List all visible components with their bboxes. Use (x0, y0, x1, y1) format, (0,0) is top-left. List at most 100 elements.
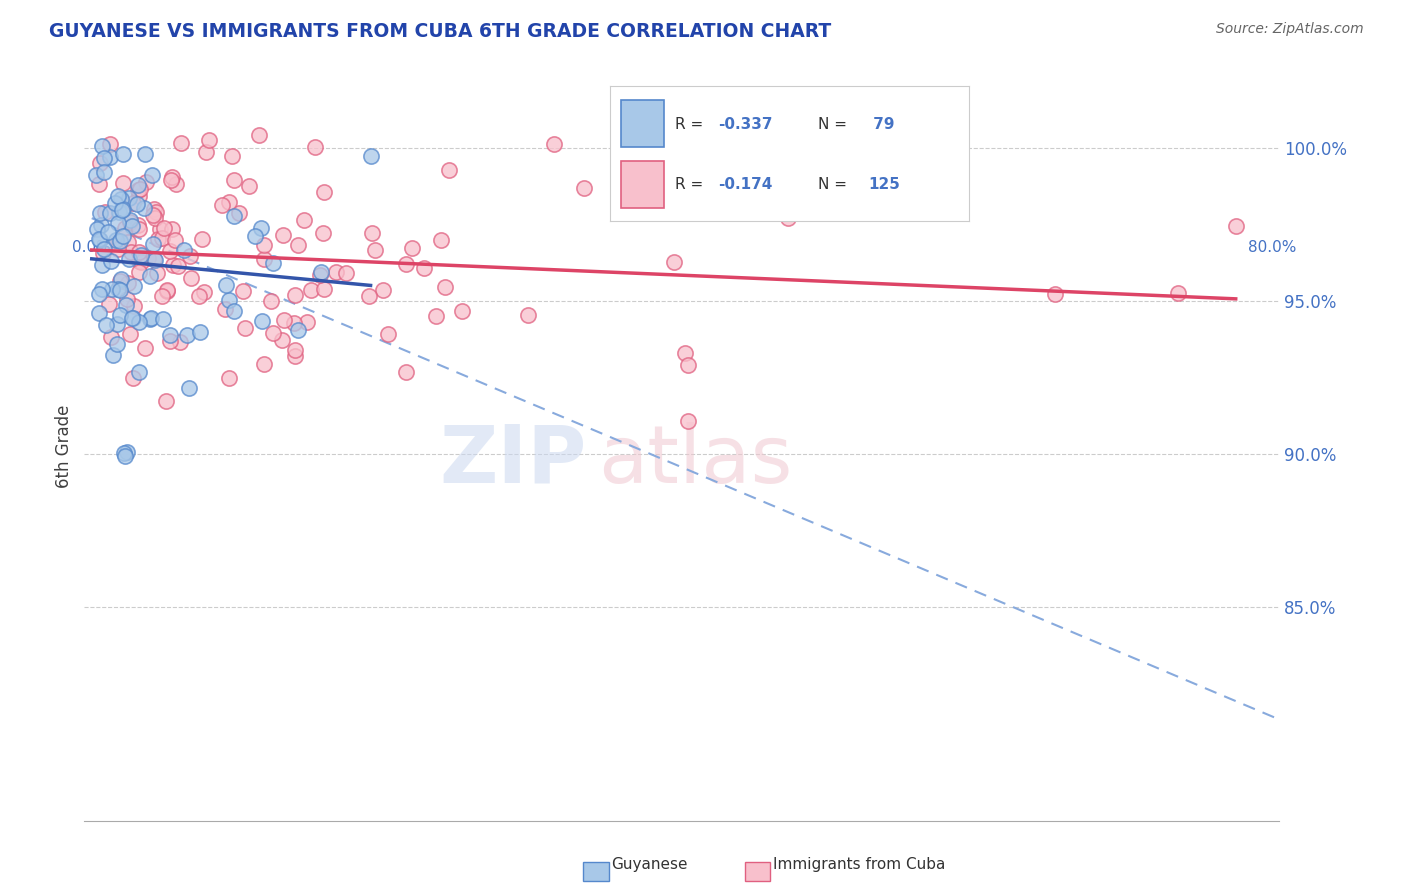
Point (110, 234, 132, 248)
Point (122, 371, 145, 385)
Point (118, 252, 141, 267)
Point (252, 238, 274, 252)
Point (114, 220, 136, 235)
Point (253, 357, 276, 371)
Point (98, 150, 121, 164)
Point (412, 261, 434, 276)
Point (120, 215, 142, 229)
Point (100, 329, 122, 343)
Point (90, 218, 112, 232)
Point (224, 304, 246, 318)
Point (134, 341, 156, 355)
Point (309, 265, 332, 279)
Point (145, 205, 167, 219)
Point (90, 258, 112, 272)
Text: ZIP: ZIP (439, 422, 586, 500)
Point (434, 280, 457, 294)
Point (156, 285, 179, 299)
Text: 0.0%: 0.0% (72, 240, 111, 255)
Point (108, 308, 131, 322)
Point (284, 343, 307, 357)
Text: Immigrants from Cuba: Immigrants from Cuba (773, 857, 946, 872)
Point (221, 149, 243, 163)
Point (111, 229, 134, 244)
Point (129, 182, 152, 196)
Point (120, 327, 142, 342)
Point (673, 346, 696, 360)
Point (100, 254, 122, 268)
Point (122, 299, 145, 313)
Point (115, 445, 138, 459)
Text: GUYANESE VS IMMIGRANTS FROM CUBA 6TH GRADE CORRELATION CHART: GUYANESE VS IMMIGRANTS FROM CUBA 6TH GRA… (49, 22, 831, 41)
Point (162, 258, 184, 272)
Point (110, 192, 132, 206)
Point (287, 324, 309, 338)
Point (107, 282, 129, 296)
Point (247, 128, 270, 143)
Point (159, 334, 181, 349)
Point (128, 365, 150, 379)
Point (312, 185, 335, 199)
Point (100, 206, 122, 220)
Point (128, 189, 150, 203)
Point (89, 306, 111, 320)
Point (425, 309, 447, 323)
Point (115, 292, 138, 306)
Point (104, 233, 127, 247)
Point (87, 232, 110, 246)
Point (159, 327, 181, 342)
Point (152, 311, 174, 326)
Point (776, 211, 799, 225)
Point (308, 268, 330, 282)
Point (325, 265, 347, 279)
Point (188, 325, 211, 339)
Point (98, 137, 121, 152)
Point (114, 449, 136, 463)
Point (122, 278, 145, 293)
Point (150, 288, 173, 302)
Point (105, 318, 128, 332)
Point (127, 218, 149, 232)
Point (128, 254, 150, 268)
Point (112, 202, 135, 217)
Point (94, 318, 117, 333)
Point (222, 173, 245, 187)
Point (143, 252, 166, 266)
Point (357, 289, 380, 303)
Point (150, 231, 173, 245)
Point (233, 321, 256, 335)
Point (86, 222, 108, 236)
Point (142, 208, 165, 222)
Point (128, 265, 150, 279)
Point (179, 249, 201, 263)
Point (401, 241, 423, 255)
Point (143, 211, 166, 226)
Point (120, 245, 142, 260)
Point (218, 194, 240, 209)
Point (295, 315, 318, 329)
Point (117, 235, 139, 250)
Point (97, 297, 120, 311)
Point (262, 326, 284, 340)
Point (108, 204, 131, 219)
Point (143, 202, 166, 217)
Point (131, 255, 153, 269)
Point (195, 145, 218, 159)
Point (135, 175, 157, 189)
Point (193, 285, 215, 300)
Point (218, 293, 240, 308)
Point (430, 233, 453, 247)
Point (249, 221, 271, 235)
Point (114, 445, 136, 459)
Point (122, 310, 145, 325)
Point (177, 381, 200, 395)
Point (250, 314, 273, 328)
Point (260, 294, 283, 309)
Point (105, 337, 128, 351)
Point (543, 137, 565, 152)
Point (156, 284, 179, 298)
Point (107, 189, 129, 203)
Point (160, 170, 183, 185)
Point (166, 259, 188, 273)
Point (155, 394, 177, 409)
